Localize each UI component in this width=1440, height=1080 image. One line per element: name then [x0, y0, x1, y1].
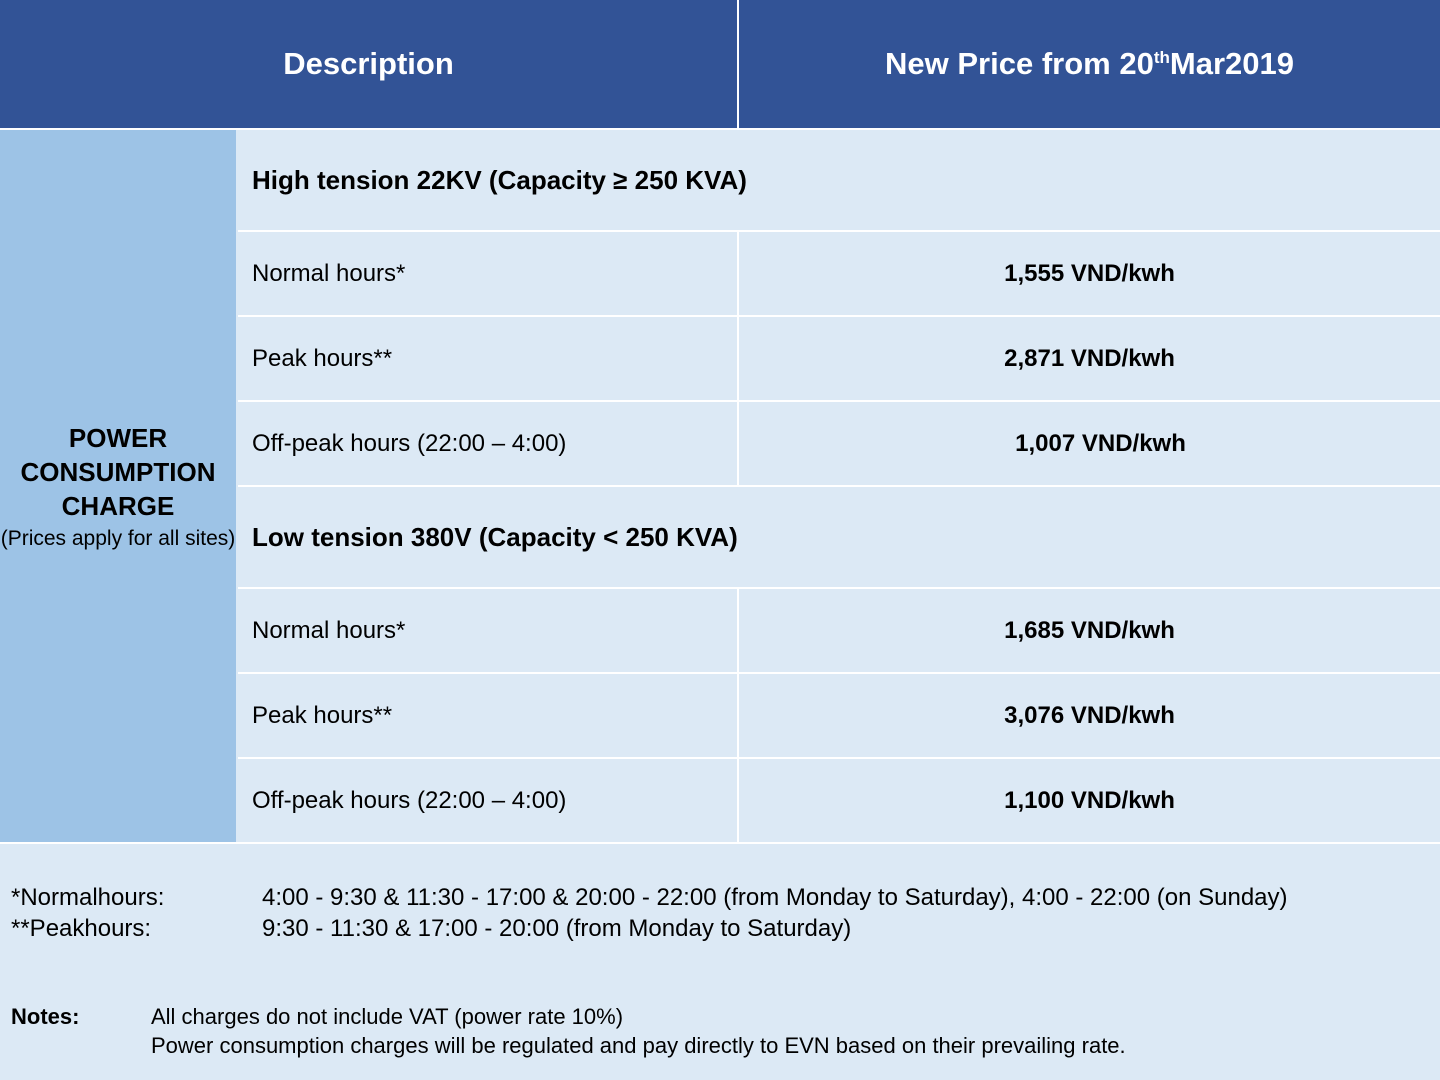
row-label: Normal hours*	[252, 616, 406, 644]
footnote-peak-hours: **Peakhours: 9:30 - 11:30 & 17:00 - 20:0…	[11, 913, 1288, 944]
column-divider	[737, 402, 739, 485]
high-tension-heading-row: High tension 22KV (Capacity ≥ 250 KVA)	[238, 130, 1440, 230]
row-value: 1,007 VND/kwh	[1015, 429, 1186, 457]
table-row: Peak hours** 3,076 VND/kwh	[238, 674, 1440, 757]
column-divider	[737, 232, 739, 315]
row-divider	[238, 757, 1440, 759]
row-label: Off-peak hours (22:00 – 4:00)	[252, 429, 567, 457]
row-divider	[238, 587, 1440, 589]
header-price-sup: th	[1153, 48, 1170, 67]
row-divider	[238, 672, 1440, 674]
notes-line: All charges do not include VAT (power ra…	[151, 1004, 624, 1029]
row-value: 3,076 VND/kwh	[1004, 701, 1175, 729]
notes-line: Power consumption charges will be regula…	[151, 1033, 1126, 1058]
header-price-suffix: Mar2019	[1169, 46, 1294, 81]
table-row: Normal hours* 1,685 VND/kwh	[238, 589, 1440, 672]
header-price-prefix: New Price from 20	[885, 46, 1154, 81]
row-divider	[238, 400, 1440, 402]
column-divider	[737, 317, 739, 400]
footnotes: *Normalhours: 4:00 - 9:30 & 11:30 - 17:0…	[11, 882, 1288, 944]
row-label: Off-peak hours (22:00 – 4:00)	[252, 786, 567, 814]
left-band-subtitle: (Prices apply for all sites)	[0, 526, 236, 550]
footnote-text: 4:00 - 9:30 & 11:30 - 17:00 & 20:00 - 22…	[262, 884, 1288, 911]
row-value: 1,100 VND/kwh	[1004, 786, 1175, 814]
row-value: 1,685 VND/kwh	[1004, 616, 1175, 644]
row-label: Normal hours*	[252, 259, 406, 287]
low-tension-heading-row: Low tension 380V (Capacity < 250 KVA)	[238, 487, 1440, 587]
row-value: 1,555 VND/kwh	[1004, 259, 1175, 287]
header-bottom-line	[0, 128, 1440, 130]
table-row: Off-peak hours (22:00 – 4:00) 1,007 VND/…	[238, 402, 1440, 485]
power-consumption-charge-cell: POWER CONSUMPTION CHARGE (Prices apply f…	[0, 130, 236, 842]
notes-lines: All charges do not include VAT (power ra…	[151, 1002, 1126, 1060]
table-row: Peak hours** 2,871 VND/kwh	[238, 317, 1440, 400]
footnote-normal-hours: *Normalhours: 4:00 - 9:30 & 11:30 - 17:0…	[11, 882, 1288, 913]
notes: Notes: All charges do not include VAT (p…	[11, 1002, 1126, 1060]
row-label: Peak hours**	[252, 701, 393, 729]
column-divider	[737, 674, 739, 757]
footnote-key: **Peakhours:	[11, 915, 152, 942]
footnote-key: *Normalhours:	[11, 884, 165, 911]
low-tension-heading: Low tension 380V (Capacity < 250 KVA)	[252, 521, 738, 552]
footnote-text: 9:30 - 11:30 & 17:00 - 20:00 (from Monda…	[262, 915, 852, 942]
row-divider	[238, 230, 1440, 232]
table-bottom-line	[0, 842, 1440, 844]
column-divider	[737, 759, 739, 842]
column-divider	[737, 589, 739, 672]
table-row: Off-peak hours (22:00 – 4:00) 1,100 VND/…	[238, 759, 1440, 842]
notes-label: Notes:	[11, 1004, 80, 1029]
left-band-title: POWER CONSUMPTION CHARGE	[20, 422, 216, 521]
row-value: 2,871 VND/kwh	[1004, 344, 1175, 372]
high-tension-heading: High tension 22KV (Capacity ≥ 250 KVA)	[252, 164, 747, 195]
row-divider	[238, 485, 1440, 487]
header-divider	[737, 0, 739, 128]
row-divider	[238, 315, 1440, 317]
row-label: Peak hours**	[252, 344, 393, 372]
table-row: Normal hours* 1,555 VND/kwh	[238, 232, 1440, 315]
header-description: Description	[283, 46, 454, 81]
